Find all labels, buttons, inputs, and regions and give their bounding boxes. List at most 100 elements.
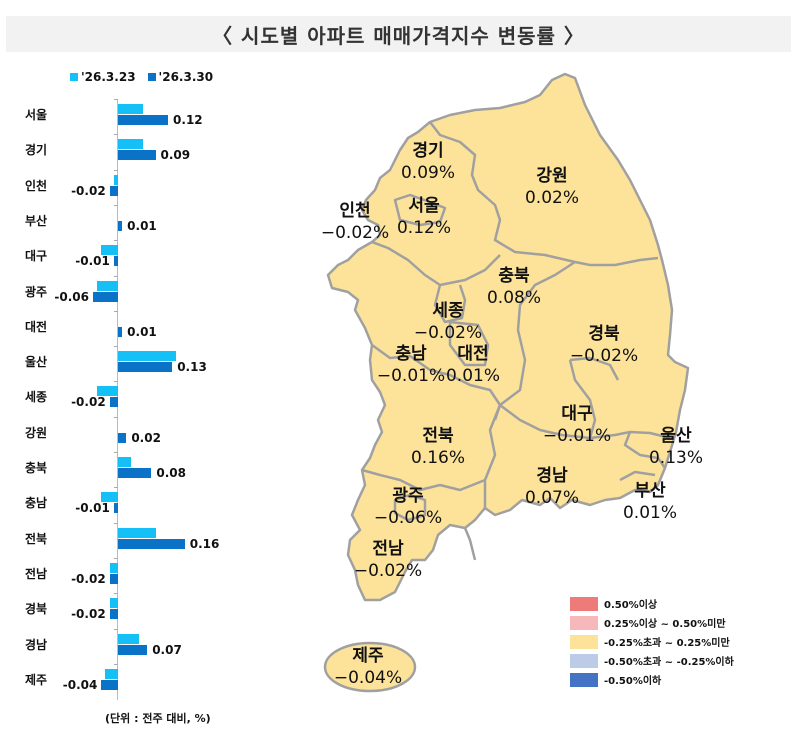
map-region-label: 울산 0.13%: [649, 425, 703, 469]
bar-this-week: [118, 362, 173, 373]
title-text: 〈 시도별 아파트 매매가격지수 변동률 〉: [212, 23, 585, 48]
legend-item-this-week: '26.3.30: [147, 70, 213, 84]
bar-prev-week: [109, 598, 118, 609]
axis-tick: [114, 275, 118, 277]
map-legend-label: -0.50%초과 ~ -0.25%이하: [604, 657, 734, 668]
map-region-label: 서울 0.12%: [397, 195, 451, 239]
map-region-label: 전남 −0.02%: [354, 538, 422, 582]
map-region-label: 경기 0.09%: [401, 140, 455, 184]
axis-tick: [114, 381, 118, 383]
data-label: 0.01: [127, 218, 157, 233]
chart-row: 경기 0.09: [0, 134, 260, 170]
map-region-label: 대구 −0.01%: [543, 403, 611, 447]
map-region-label: 인천 −0.02%: [321, 200, 389, 244]
region-name: 인천: [339, 201, 371, 221]
axis-tick: [114, 169, 118, 171]
region-name: 대전: [457, 344, 489, 364]
region-value: −0.01%: [542, 426, 612, 446]
region-value: −0.02%: [353, 561, 423, 581]
chart-row: 부산 0.01: [0, 204, 260, 241]
map-region-label: 세종 −0.02%: [414, 300, 482, 344]
category-label: 광주: [25, 284, 48, 299]
map-legend-swatch: [570, 634, 598, 649]
legend-label: '26.3.23: [81, 70, 136, 84]
data-label: -0.01: [75, 501, 110, 516]
map-color-legend: 0.50%이상 0.25%이상 ~ 0.50%미만 -0.25%초과 ~ 0.25%…: [570, 594, 734, 689]
legend-swatch-dark: [147, 73, 156, 81]
region-name: 울산: [660, 426, 692, 446]
region-name: 전남: [372, 539, 404, 559]
chart-row: 제주 -0.04: [0, 663, 260, 700]
region-value: −0.04%: [333, 668, 403, 688]
data-label: -0.04: [62, 677, 98, 692]
region-name: 경기: [412, 141, 444, 161]
region-name: 경북: [588, 324, 620, 344]
bar-this-week: [118, 644, 148, 655]
map-legend-item: 0.50%이상: [570, 594, 734, 613]
chart-row: 세종 -0.02: [0, 381, 260, 417]
map-legend-swatch: [570, 653, 598, 668]
category-label: 제주: [25, 672, 48, 687]
chart-row: 경남 0.07: [0, 628, 260, 665]
bar-this-week: [109, 397, 118, 408]
bar-chart: 서울 0.12 경기 0.09 인천 -0.02 부산 0.01 대구 -0.01 광주 -0.06 대…: [0, 99, 260, 710]
axis-tick: [114, 416, 118, 418]
map-legend-item: -0.50%초과 ~ -0.25%이하: [570, 651, 734, 670]
region-value: 0.01%: [622, 503, 678, 523]
bar-this-week: [109, 573, 118, 584]
mainland-outline: [326, 72, 690, 602]
region-value: 0.07%: [524, 488, 580, 508]
bar-prev-week: [118, 351, 177, 362]
bar-prev-week: [97, 386, 118, 397]
bar-this-week: [92, 291, 118, 302]
data-label: 0.09: [160, 148, 191, 163]
bar-this-week: [109, 609, 118, 620]
data-label: 0.02: [131, 430, 161, 445]
region-value: −0.01%: [376, 366, 446, 386]
chart-row: 충북 0.08: [0, 452, 260, 488]
data-label: 0.08: [156, 466, 186, 480]
region-value: −0.06%: [373, 508, 443, 528]
axis-tick: [114, 134, 118, 136]
bar-this-week: [113, 503, 118, 514]
category-label: 경남: [25, 637, 48, 652]
bar-this-week: [118, 468, 152, 478]
chart-row: 대구 -0.01: [0, 240, 260, 276]
map-region-label: 대전 0.01%: [446, 343, 500, 387]
axis-tick: [114, 346, 118, 348]
region-name: 부산: [634, 481, 666, 501]
region-value: 0.12%: [396, 218, 452, 238]
bar-prev-week: [97, 280, 118, 291]
region-value: 0.16%: [410, 448, 466, 468]
region-value: −0.02%: [320, 223, 390, 243]
category-label: 전북: [25, 531, 48, 546]
data-label: 0.13: [177, 360, 207, 375]
category-label: 서울: [25, 108, 48, 122]
data-label: -0.02: [71, 183, 106, 198]
map-legend-item: 0.25%이상 ~ 0.50%미만: [570, 613, 734, 632]
region-value: −0.02%: [569, 346, 639, 366]
axis-tick: [114, 310, 118, 312]
map-legend-swatch: [570, 596, 598, 611]
map-legend-label: -0.25%초과 ~ 0.25%미만: [604, 638, 730, 649]
data-label: -0.02: [71, 395, 106, 410]
chart-row: 강원 0.02: [0, 416, 260, 453]
map-legend-swatch: [570, 615, 598, 630]
bar-this-week: [118, 150, 156, 161]
bar-this-week: [109, 185, 118, 196]
bar-this-week: [118, 220, 122, 231]
map-legend-item: -0.50%이하: [570, 670, 734, 689]
korea-map: [323, 72, 690, 693]
map-legend-item: -0.25%초과 ~ 0.25%미만: [570, 632, 734, 651]
bar-prev-week: [118, 633, 139, 644]
chart-row: 인천 -0.02: [0, 169, 260, 206]
region-name: 세종: [432, 301, 464, 321]
data-label: 0.07: [152, 642, 182, 657]
chart-title: 〈 시도별 아파트 매매가격지수 변동률 〉: [6, 16, 791, 52]
bar-this-week: [118, 115, 169, 125]
bar-prev-week: [101, 492, 118, 503]
axis-tick: [114, 99, 118, 100]
category-label: 충북: [25, 461, 48, 475]
chart-row: 울산 0.13: [0, 346, 260, 382]
bar-this-week: [118, 326, 122, 337]
